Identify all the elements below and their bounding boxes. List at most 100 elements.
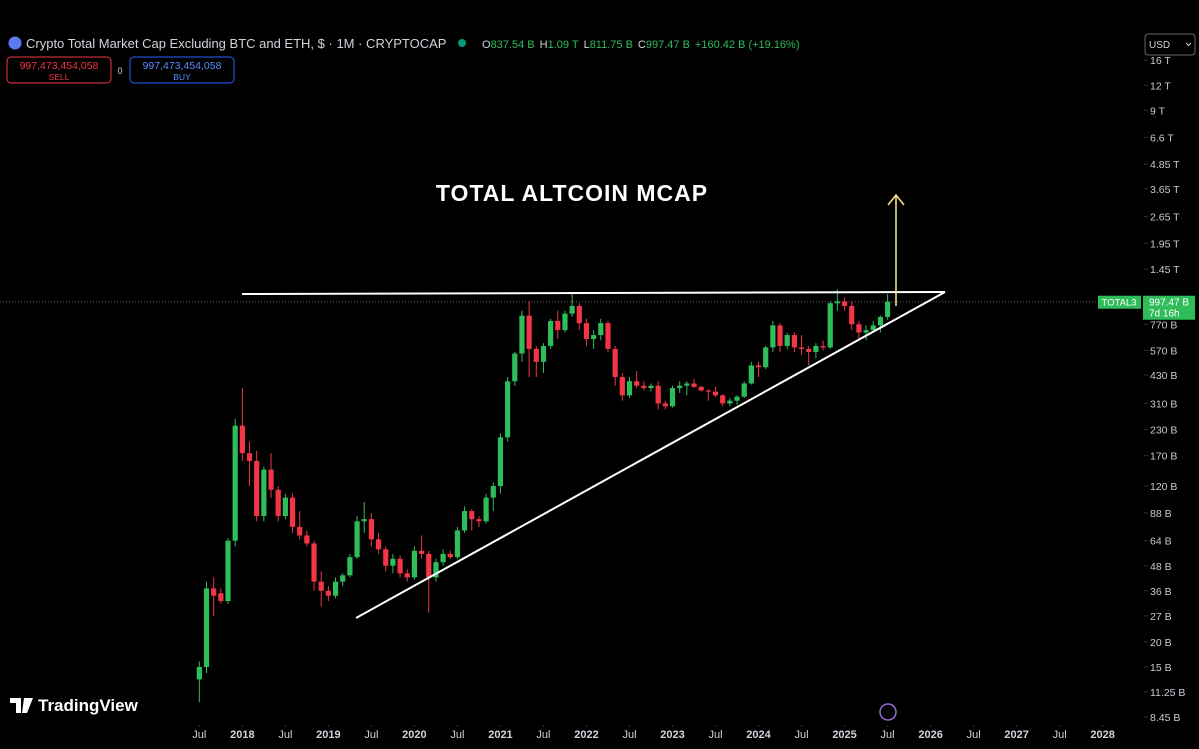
- x-tick-label: Jul: [450, 729, 464, 741]
- candle-body: [519, 315, 525, 354]
- candle-body: [540, 345, 547, 362]
- candle-body: [512, 353, 518, 382]
- x-tick-label: Jul: [708, 729, 722, 741]
- x-tick-label: 2025: [832, 729, 856, 741]
- candle-body: [462, 511, 468, 531]
- ohlc-value: 1.09 T: [548, 39, 579, 51]
- candle-body: [304, 535, 310, 544]
- symbol-icon: [8, 36, 22, 50]
- x-tick-label: Jul: [192, 729, 206, 741]
- candle-body: [806, 348, 812, 352]
- candle-body: [447, 553, 453, 558]
- candle-body: [555, 320, 561, 331]
- candle-body: [497, 437, 504, 487]
- candle-body: [340, 575, 346, 582]
- candle-body: [605, 323, 611, 349]
- candle-body: [433, 562, 439, 578]
- candle-body: [741, 383, 747, 397]
- currency-select[interactable]: [1144, 33, 1196, 56]
- candle-body: [641, 385, 647, 389]
- x-tick-label: 2028: [1090, 729, 1114, 741]
- brand: TradingView: [38, 696, 139, 715]
- candle-body: [827, 303, 833, 348]
- header: Crypto Total Market Cap Excluding BTC an…: [26, 36, 446, 51]
- annotation: TOTAL ALTCOIN MCAP: [436, 180, 708, 206]
- candle-body: [225, 540, 231, 602]
- ohlc-legend: O 837.54 B H 1.09 T L 811.75 B C 997.47 B +160.4…: [482, 39, 800, 51]
- candle-body: [870, 325, 876, 331]
- x-tick-label: Jul: [278, 729, 292, 741]
- candle-body: [211, 588, 217, 596]
- candle-body: [662, 403, 668, 407]
- x-tick-label: Jul: [364, 729, 378, 741]
- candle-body: [691, 383, 697, 387]
- candle-body: [849, 305, 855, 325]
- candle-body: [440, 553, 446, 563]
- countdown: 7d 16h: [1149, 309, 1180, 320]
- candle-body: [490, 486, 496, 498]
- y-tick-label: 310 B: [1150, 398, 1177, 410]
- tv-logo: [10, 698, 33, 713]
- buy-button[interactable]: [129, 56, 235, 84]
- y-tick-label: 12 T: [1150, 80, 1171, 92]
- ohlc-letter: H: [540, 39, 548, 51]
- x-tick-label: 2021: [488, 729, 512, 741]
- y-tick-label: 170 B: [1150, 451, 1177, 463]
- candle-body: [505, 381, 511, 438]
- candle-body: [705, 390, 711, 392]
- candle-body: [318, 581, 324, 591]
- symbol-tag-box: [1098, 295, 1141, 309]
- candle-body: [677, 385, 683, 389]
- candle-body: [712, 391, 719, 396]
- candle-body: [483, 497, 489, 522]
- candle-body: [669, 388, 676, 407]
- x-tick-label: 2019: [316, 729, 340, 741]
- candle-body: [533, 348, 539, 362]
- candle-body: [734, 396, 740, 401]
- candle-body: [411, 550, 418, 578]
- ohlc-value: 997.47 B: [646, 39, 690, 51]
- candle-body: [720, 395, 726, 404]
- candle-body: [361, 519, 367, 522]
- symbol-tag: TOTAL3: [1101, 298, 1136, 309]
- y-tick-label: 20 B: [1150, 637, 1172, 649]
- candle-body: [254, 460, 260, 517]
- candle-body: [777, 325, 783, 346]
- candle-body: [383, 549, 389, 566]
- y-tick-label: 770 B: [1150, 319, 1177, 331]
- y-tick-label: 3.65 T: [1150, 184, 1180, 196]
- candle-body: [397, 558, 403, 574]
- candle-body: [576, 305, 582, 324]
- y-tick-label: 9 T: [1150, 105, 1166, 117]
- candle-body: [648, 385, 654, 389]
- ohlc-value: 837.54 B: [491, 39, 535, 51]
- alert-icon[interactable]: [879, 703, 897, 721]
- candle-body: [612, 348, 618, 378]
- candle-body: [196, 666, 202, 680]
- ohlc-letter: O: [482, 39, 491, 51]
- candle-body: [755, 365, 762, 368]
- y-tick-label: 120 B: [1150, 481, 1177, 493]
- candle-body: [820, 345, 826, 348]
- candle-body: [763, 347, 769, 368]
- ohlc-letter: C: [638, 39, 646, 51]
- candle-body: [232, 425, 238, 541]
- candle-body: [634, 381, 640, 386]
- candle-body: [246, 453, 253, 461]
- x-tick-label: Jul: [1053, 729, 1067, 741]
- dropdown-caret: [1185, 42, 1192, 47]
- y-tick-label: 570 B: [1150, 345, 1177, 357]
- arrow-head: [887, 193, 905, 206]
- candle-body: [297, 526, 303, 536]
- y-tick-label: 27 B: [1150, 611, 1172, 623]
- y-tick-label: 230 B: [1150, 424, 1177, 436]
- status-dot: [458, 39, 466, 47]
- candle-body: [619, 377, 625, 396]
- candle-body: [727, 400, 733, 404]
- candle-body: [261, 469, 267, 517]
- candle-body: [347, 557, 353, 576]
- candle-body: [526, 315, 532, 349]
- sell-button[interactable]: [6, 56, 112, 84]
- y-tick-label: 16 T: [1150, 55, 1171, 67]
